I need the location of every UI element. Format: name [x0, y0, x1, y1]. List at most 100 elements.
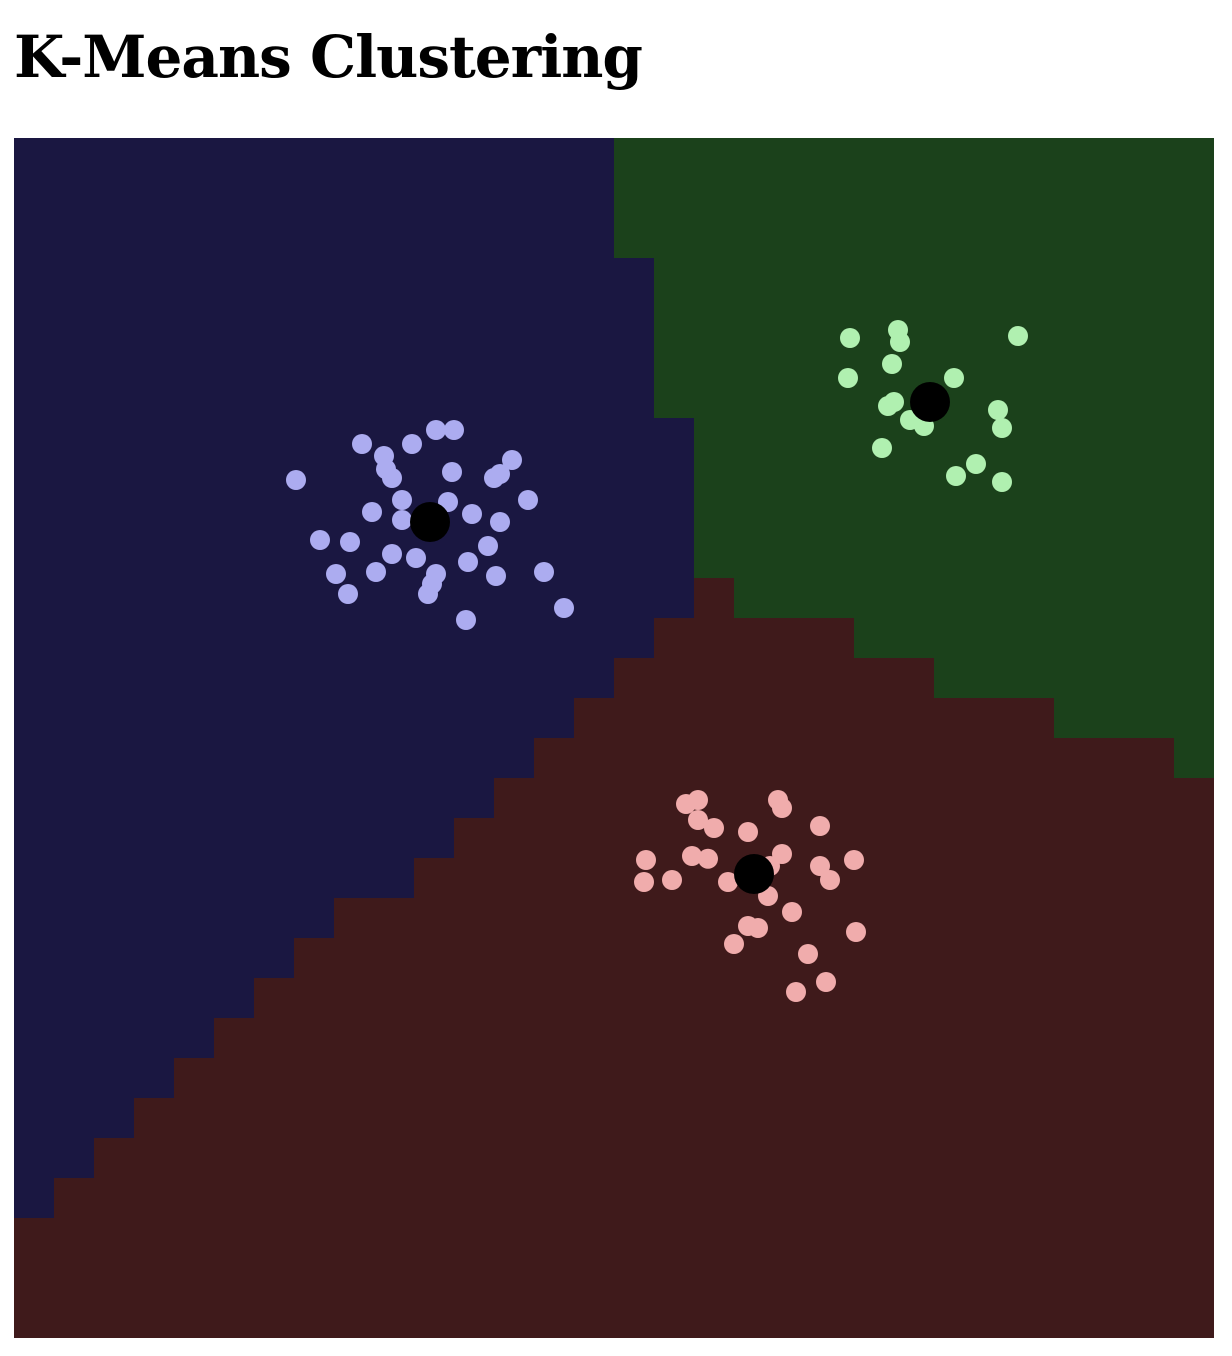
region-cell: [894, 738, 935, 779]
region-cell: [1014, 658, 1055, 699]
region-cell: [534, 138, 575, 179]
region-cell: [94, 698, 135, 739]
region-cell: [814, 498, 855, 539]
region-cell: [494, 1018, 535, 1059]
region-cell: [94, 1058, 135, 1099]
region-cell: [1174, 418, 1214, 459]
region-cell: [54, 218, 95, 259]
region-cell: [1054, 1258, 1095, 1299]
region-cell: [774, 1298, 815, 1338]
region-cell: [654, 298, 695, 339]
region-cell: [94, 378, 135, 419]
region-cell: [494, 978, 535, 1019]
region-cell: [894, 618, 935, 659]
centroid-markers: [410, 382, 950, 894]
region-cell: [654, 698, 695, 739]
region-cell: [774, 1018, 815, 1059]
region-cell: [814, 1258, 855, 1299]
region-cell: [54, 258, 95, 299]
region-cell: [494, 1258, 535, 1299]
region-cell: [694, 738, 735, 779]
region-cell: [494, 658, 535, 699]
region-cell: [454, 778, 495, 819]
region-cell: [1174, 178, 1214, 219]
region-cell: [414, 778, 455, 819]
region-cell: [1094, 618, 1135, 659]
region-cell: [1094, 418, 1135, 459]
region-cell: [574, 298, 615, 339]
region-cell: [174, 818, 215, 859]
region-cell: [174, 1258, 215, 1299]
region-cell: [934, 778, 975, 819]
region-cell: [774, 338, 815, 379]
region-cell: [734, 1058, 775, 1099]
region-cell: [414, 978, 455, 1019]
region-cell: [1054, 658, 1095, 699]
region-cell: [174, 258, 215, 299]
region-cell: [734, 738, 775, 779]
region-cell: [14, 1098, 55, 1139]
region-cell: [414, 1218, 455, 1259]
region-cell: [1174, 1178, 1214, 1219]
region-cell: [254, 1098, 295, 1139]
region-cell: [414, 1178, 455, 1219]
region-cell: [254, 818, 295, 859]
region-cell: [254, 1178, 295, 1219]
region-cell: [414, 218, 455, 259]
region-cell: [134, 258, 175, 299]
region-cell: [814, 1218, 855, 1259]
region-cell: [814, 1058, 855, 1099]
data-point-cluster-2: [966, 454, 986, 474]
region-cell: [94, 498, 135, 539]
region-cell: [854, 138, 895, 179]
centroid-2: [910, 382, 950, 422]
region-cell: [614, 978, 655, 1019]
region-cell: [294, 1098, 335, 1139]
region-cell: [1014, 618, 1055, 659]
region-cell: [54, 1098, 95, 1139]
region-cell: [1014, 258, 1055, 299]
region-cell: [134, 138, 175, 179]
region-cell: [974, 658, 1015, 699]
region-cell: [974, 498, 1015, 539]
region-cell: [1014, 1178, 1055, 1219]
region-cell: [614, 778, 655, 819]
region-cell: [254, 1298, 295, 1338]
region-cell: [494, 818, 535, 859]
data-point-cluster-1: [326, 564, 346, 584]
region-cell: [454, 1218, 495, 1259]
region-cell: [974, 778, 1015, 819]
region-cell: [614, 1178, 655, 1219]
region-cell: [814, 1098, 855, 1139]
region-cell: [854, 178, 895, 219]
region-cell: [174, 338, 215, 379]
region-cell: [934, 138, 975, 179]
region-cell: [894, 578, 935, 619]
data-point-cluster-3: [704, 818, 724, 838]
region-cell: [814, 138, 855, 179]
region-cell: [1134, 858, 1175, 899]
region-cell: [14, 778, 55, 819]
region-cell: [854, 778, 895, 819]
region-cell: [1054, 1218, 1095, 1259]
region-cell: [174, 858, 215, 899]
region-cell: [854, 1258, 895, 1299]
region-cell: [334, 698, 375, 739]
region-cell: [1014, 178, 1055, 219]
region-cell: [174, 1298, 215, 1338]
region-cell: [254, 1218, 295, 1259]
region-cell: [14, 258, 55, 299]
region-cell: [814, 1298, 855, 1338]
region-cell: [614, 898, 655, 939]
region-cell: [494, 298, 535, 339]
region-cell: [974, 338, 1015, 379]
region-cell: [894, 538, 935, 579]
region-cell: [214, 978, 255, 1019]
data-point-cluster-3: [782, 902, 802, 922]
region-cell: [174, 658, 215, 699]
region-cell: [574, 658, 615, 699]
region-cell: [934, 1138, 975, 1179]
region-cell: [134, 898, 175, 939]
region-cell: [14, 818, 55, 859]
region-cell: [854, 1178, 895, 1219]
